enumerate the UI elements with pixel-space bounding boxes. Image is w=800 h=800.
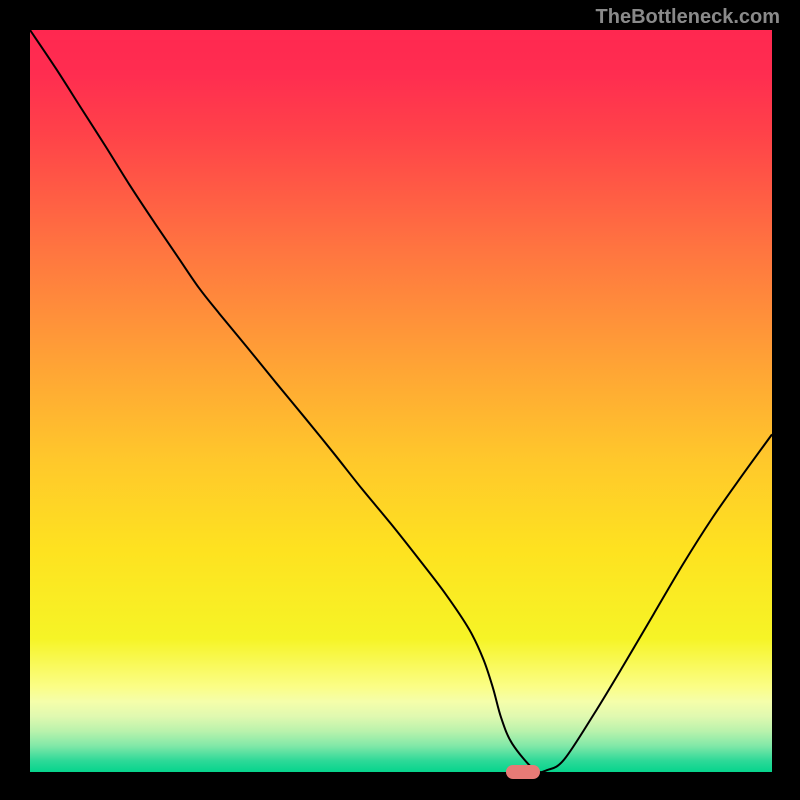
- plot-area: [30, 30, 772, 772]
- chart-container: [0, 0, 800, 800]
- curve-line: [30, 30, 772, 772]
- optimal-marker: [506, 765, 540, 779]
- watermark-text: TheBottleneck.com: [596, 6, 780, 29]
